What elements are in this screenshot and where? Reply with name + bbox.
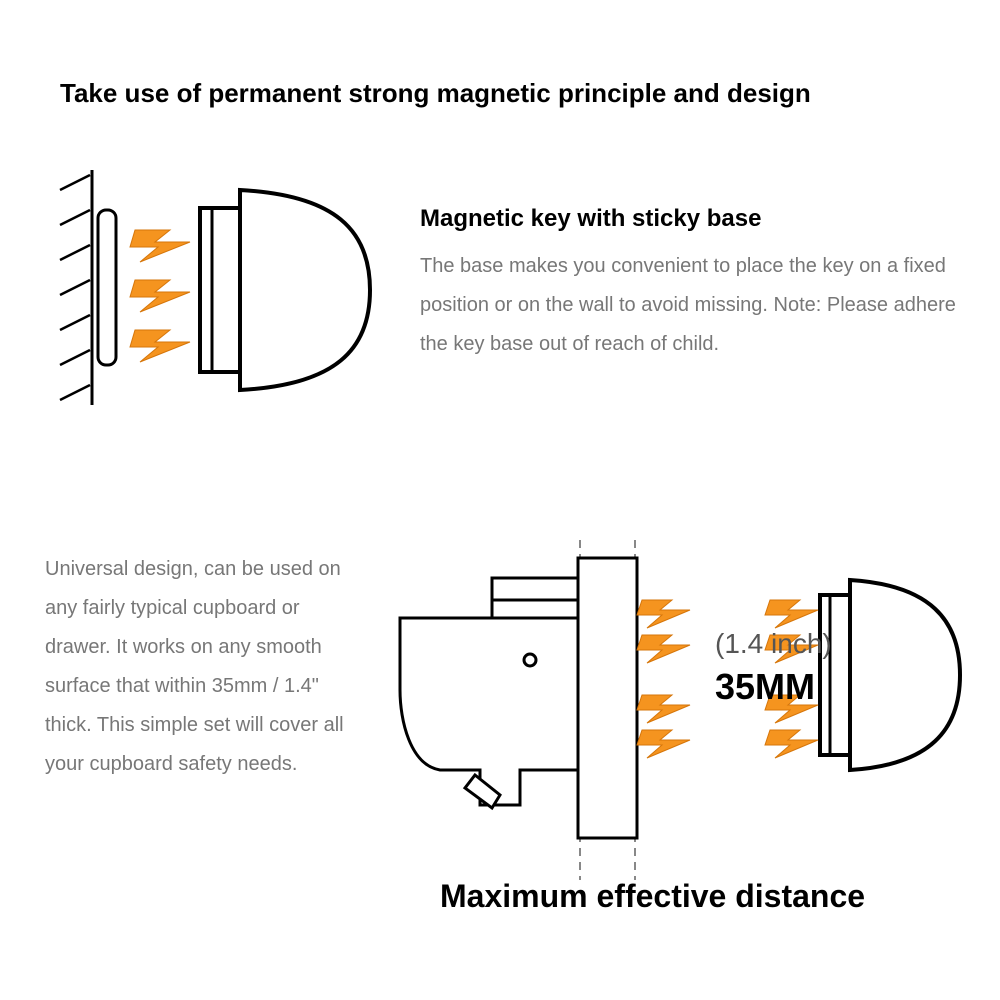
diagram-effective-distance xyxy=(380,540,970,890)
section2-text: Universal design, can be used on any fai… xyxy=(45,550,355,784)
section2-body: Universal design, can be used on any fai… xyxy=(45,550,355,784)
distance-inch-label: (1.4 inch) xyxy=(715,628,832,660)
distance-mm-label: 35MM xyxy=(715,666,815,708)
section1-text: Magnetic key with sticky base The base m… xyxy=(420,205,960,364)
diagram-magnetic-key xyxy=(50,170,390,430)
section1-subtitle: Magnetic key with sticky base xyxy=(420,205,960,233)
section2-caption: Maximum effective distance xyxy=(440,878,865,915)
page-title: Take use of permanent strong magnetic pr… xyxy=(60,78,811,109)
section1-body: The base makes you convenient to place t… xyxy=(420,247,960,364)
